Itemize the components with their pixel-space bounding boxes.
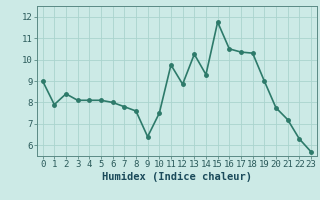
X-axis label: Humidex (Indice chaleur): Humidex (Indice chaleur) [102,172,252,182]
